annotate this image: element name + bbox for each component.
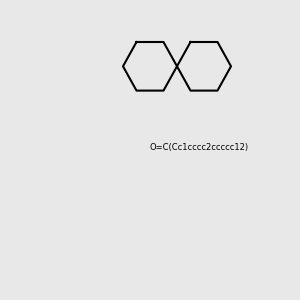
Text: O=C(Cc1cccc2ccccc12): O=C(Cc1cccc2ccccc12) (150, 143, 249, 152)
